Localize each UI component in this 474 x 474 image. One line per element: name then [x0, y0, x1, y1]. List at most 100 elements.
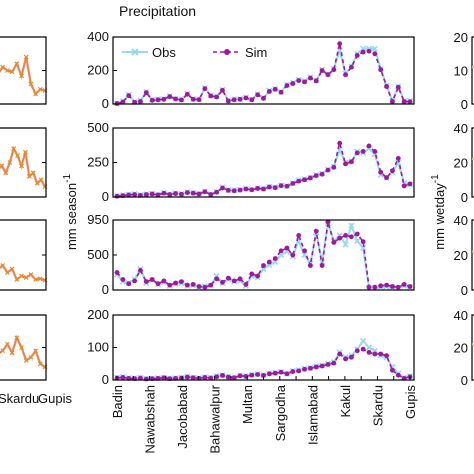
sim-point	[395, 284, 401, 290]
x-tick-label: Kakul	[338, 385, 353, 418]
sim-point	[307, 365, 313, 371]
sim-point	[126, 281, 132, 287]
x-tick-label: Badin	[110, 385, 125, 418]
right-y-tick-label: 0	[461, 190, 468, 205]
left-panel-3	[0, 219, 48, 291]
sim-point	[243, 186, 249, 192]
sim-point	[390, 99, 395, 104]
left-point	[3, 170, 9, 176]
sim-point	[231, 278, 237, 284]
y-tick-label: 400	[87, 29, 109, 44]
y-tick-label: 200	[87, 307, 109, 322]
sim-point	[202, 189, 208, 195]
left-point	[7, 160, 13, 165]
sim-point	[354, 150, 360, 156]
sim-point	[225, 275, 231, 281]
sim-point	[302, 366, 307, 372]
sim-point	[378, 67, 384, 73]
sim-point	[143, 192, 149, 197]
sim-point	[278, 183, 284, 189]
sim-point	[208, 93, 214, 99]
sim-point	[196, 191, 202, 197]
sim-point	[214, 374, 220, 380]
sim-point	[407, 99, 413, 105]
sim-point	[313, 228, 319, 234]
left-panel-1	[0, 36, 48, 105]
sim-point	[266, 89, 272, 94]
sim-point	[155, 281, 161, 287]
sim-point	[313, 173, 319, 179]
right-y-tick-label: 10	[454, 64, 468, 79]
left-point	[14, 277, 20, 282]
obs-point	[395, 159, 402, 166]
left-point	[0, 348, 6, 354]
sim-point	[196, 284, 202, 289]
sim-point	[331, 164, 337, 170]
obs-point	[319, 258, 326, 266]
sim-point	[261, 95, 266, 101]
sim-point	[231, 188, 237, 194]
sim-point	[173, 280, 179, 286]
sim-series-line	[116, 221, 411, 289]
y-tick-label: 950	[87, 212, 109, 227]
right-panel-frame	[471, 127, 474, 198]
legend-obs-label: Obs	[152, 45, 176, 60]
sim-point	[143, 376, 149, 382]
sim-point	[184, 91, 190, 97]
sim-point	[126, 93, 132, 99]
sim-point	[138, 375, 143, 381]
sim-point	[173, 191, 179, 196]
sim-point	[290, 252, 296, 258]
sim-point	[296, 368, 302, 374]
obs-point	[360, 244, 367, 252]
sim-point	[132, 278, 137, 284]
left-point	[15, 153, 21, 159]
left-panel-2	[0, 127, 48, 198]
sim-point	[343, 72, 348, 78]
sim-point	[190, 282, 196, 287]
x-tick-label: Sargodha	[273, 384, 288, 441]
sim-point	[390, 284, 395, 289]
sim-point	[120, 375, 126, 380]
left-point	[19, 73, 24, 79]
left-point	[37, 86, 43, 92]
sim-point	[255, 186, 261, 191]
sim-point	[302, 177, 307, 183]
sim-point	[290, 181, 296, 186]
sim-point	[319, 263, 325, 268]
sim-point	[266, 259, 272, 265]
sim-point	[266, 371, 272, 377]
sim-point	[249, 97, 255, 103]
sim-point	[179, 375, 184, 381]
sim-point	[237, 373, 243, 379]
left-point	[22, 149, 28, 155]
sim-point	[155, 97, 161, 103]
left-point	[19, 273, 24, 279]
sim-point	[349, 354, 354, 360]
left-point	[14, 61, 20, 67]
sim-point	[266, 184, 272, 190]
x-tick-label: Gupis	[403, 385, 418, 419]
left-point	[0, 263, 6, 268]
right-y-tick-label: 0	[461, 283, 468, 298]
sim-point	[401, 183, 407, 189]
sim-point	[132, 192, 137, 197]
sim-point	[395, 84, 401, 90]
chart-title: Precipitation	[119, 3, 196, 19]
x-tick-label: Nawabshah	[143, 385, 158, 454]
obs-point	[371, 45, 378, 52]
sim-point	[343, 161, 348, 167]
obs-point	[365, 344, 373, 351]
sim-point	[225, 98, 231, 104]
sim-point	[307, 175, 313, 181]
sim-point	[202, 284, 208, 290]
sim-point	[255, 273, 261, 279]
sim-point	[173, 96, 179, 102]
left-x-tick-label: Gupis	[38, 391, 72, 406]
sim-point	[167, 192, 173, 197]
sim-point	[366, 48, 372, 54]
sim-point	[302, 248, 307, 254]
sim-point	[261, 186, 266, 192]
sim-point	[390, 367, 395, 373]
x-tick-label: Bahawalpur	[208, 384, 223, 453]
